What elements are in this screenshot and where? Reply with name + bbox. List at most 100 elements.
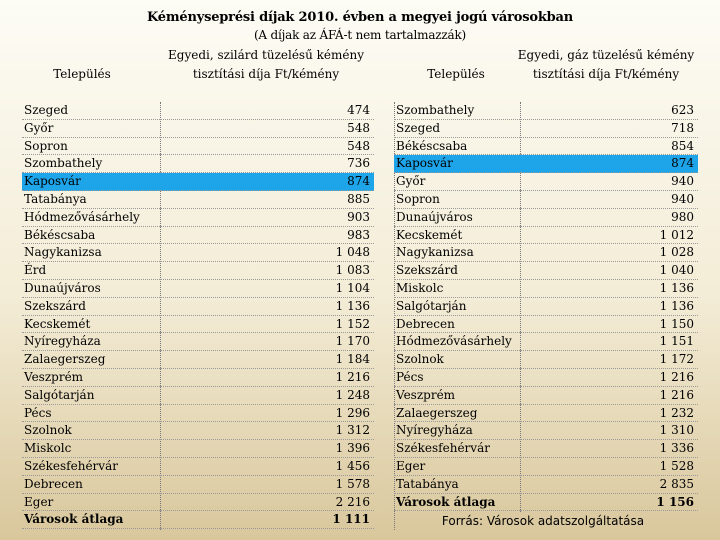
city-cell: Érd (22, 262, 160, 280)
left-fee-column: 474 548 548 736 874 885 903 983 1 048 1 083 1 104 1… (160, 102, 374, 530)
city-cell: Debrecen (394, 316, 520, 334)
city-cell: Győr (22, 120, 160, 138)
fee-cell: 1 232 (520, 405, 698, 423)
city-cell: Pécs (394, 369, 520, 387)
city-cell: Tatabánya (394, 476, 520, 494)
fee-cell: 1 172 (520, 351, 698, 369)
source-note: Forrás: Városok adatszolgáltatása (441, 514, 645, 528)
city-cell: Városok átlaga (394, 494, 520, 512)
city-cell: Kecskemét (394, 227, 520, 245)
city-cell: Nyíregyháza (22, 333, 160, 352)
fee-cell: 2 835 (520, 476, 698, 494)
fee-cell: 1 578 (160, 476, 374, 494)
fee-cell: 548 (160, 120, 374, 138)
city-cell: Nagykanizsa (394, 244, 520, 263)
page-subtitle: (A díjak az ÁFÁ-t nem tartalmazzák) (253, 28, 467, 42)
fee-cell: 1 312 (160, 422, 374, 441)
fee-cell: 1 151 (520, 333, 698, 352)
city-cell: Kecskemét (22, 316, 160, 334)
city-cell: Pécs (22, 405, 160, 423)
right-city-header: Település (427, 67, 485, 81)
column-divider (520, 102, 521, 512)
right-fee-header: Egyedi, gáz tüzelésű kémény tisztítási d… (517, 48, 695, 81)
fee-cell: 1 216 (520, 387, 698, 405)
city-cell: Hódmezővásárhely (22, 209, 160, 227)
fee-cell: 1 248 (160, 387, 374, 405)
city-cell: Nyíregyháza (394, 422, 520, 441)
fee-cell: 1 150 (520, 316, 698, 334)
fee-cell: 623 (520, 102, 698, 120)
fee-cell: 1 170 (160, 333, 374, 352)
city-cell: Debrecen (22, 476, 160, 494)
fee-cell: 1 184 (160, 351, 374, 369)
fee-cell: 1 048 (160, 244, 374, 263)
fee-cell: 1 528 (520, 458, 698, 476)
column-divider (394, 102, 395, 530)
city-cell: Dunaújváros (394, 209, 520, 227)
city-cell: Veszprém (22, 369, 160, 387)
fee-cell: 1 216 (520, 369, 698, 387)
fee-cell: 983 (160, 227, 374, 245)
city-cell: Miskolc (394, 280, 520, 298)
fee-cell: 1 083 (160, 262, 374, 280)
city-cell: Dunaújváros (22, 280, 160, 298)
fee-cell: 1 136 (160, 298, 374, 316)
city-cell: Városok átlaga (22, 511, 160, 530)
fee-cell: 1 396 (160, 440, 374, 458)
city-cell: Szekszárd (394, 262, 520, 280)
city-cell: Tatabánya (22, 191, 160, 209)
city-cell: Eger (394, 458, 520, 476)
fee-cell: 2 216 (160, 494, 374, 512)
fee-cell: 1 336 (520, 440, 698, 458)
fee-cell: 736 (160, 155, 374, 174)
city-cell: Győr (394, 173, 520, 191)
left-fee-header: Egyedi, szilárd tüzelésű kémény tisztítá… (168, 48, 364, 81)
fee-cell: 1 040 (520, 262, 698, 280)
fee-cell: 718 (520, 120, 698, 138)
fee-cell: 548 (160, 138, 374, 156)
city-cell: Sopron (22, 138, 160, 156)
city-cell: Békéscsaba (22, 227, 160, 245)
fee-cell: 1 136 (520, 280, 698, 298)
fee-cell: 874 (160, 173, 374, 191)
fee-cell: 1 111 (160, 511, 374, 530)
left-city-header: Település (53, 67, 111, 81)
city-cell: Székesfehérvár (394, 440, 520, 458)
city-cell: Szeged (22, 102, 160, 120)
city-cell: Hódmezővásárhely (394, 333, 520, 352)
fee-cell: 1 296 (160, 405, 374, 423)
fee-cell: 874 (520, 155, 698, 174)
city-cell: Miskolc (22, 440, 160, 458)
column-divider (160, 102, 161, 530)
fee-cell: 1 216 (160, 369, 374, 387)
fee-cell: 885 (160, 191, 374, 209)
fee-cell: 1 156 (520, 494, 698, 512)
fee-cell: 1 028 (520, 244, 698, 263)
city-cell: Sopron (394, 191, 520, 209)
fee-cell: 1 456 (160, 458, 374, 476)
right-city-column: Szombathely Szeged Békéscsaba Kaposvár Győr S… (394, 102, 520, 512)
city-cell: Békéscsaba (394, 138, 520, 156)
fee-cell: 854 (520, 138, 698, 156)
city-cell: Nagykanizsa (22, 244, 160, 263)
fee-cell: 903 (160, 209, 374, 227)
right-fee-column: 623 718 854 874 940 940 980 1 012 1 028 1 040 1 13… (520, 102, 698, 512)
fee-cell: 1 152 (160, 316, 374, 334)
page-title: Kéményseprési díjak 2010. évben a megyei… (146, 10, 574, 25)
fee-cell: 474 (160, 102, 374, 120)
fee-cell: 1 104 (160, 280, 374, 298)
city-cell: Szolnok (394, 351, 520, 369)
city-cell: Szekszárd (22, 298, 160, 316)
fee-cell: 980 (520, 209, 698, 227)
city-cell: Kaposvár (22, 173, 160, 191)
city-cell: Kaposvár (394, 155, 520, 174)
city-cell: Zalaegerszeg (394, 405, 520, 423)
city-cell: Szombathely (394, 102, 520, 120)
city-cell: Eger (22, 494, 160, 512)
city-cell: Szolnok (22, 422, 160, 441)
fee-cell: 1 136 (520, 298, 698, 316)
city-cell: Salgótarján (22, 387, 160, 405)
fee-cell: 1 310 (520, 422, 698, 441)
city-cell: Veszprém (394, 387, 520, 405)
city-cell: Szeged (394, 120, 520, 138)
